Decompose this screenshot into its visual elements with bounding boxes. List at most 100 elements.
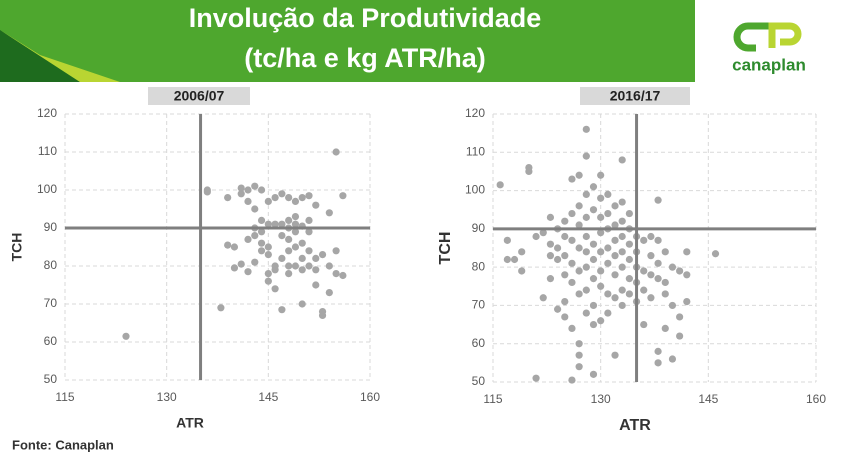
point bbox=[654, 275, 662, 283]
point bbox=[291, 220, 300, 228]
point bbox=[589, 206, 598, 214]
point bbox=[298, 300, 306, 308]
point bbox=[625, 275, 633, 283]
point bbox=[264, 251, 272, 259]
point bbox=[597, 282, 605, 290]
point bbox=[264, 220, 272, 228]
x-tick-label: 115 bbox=[55, 390, 74, 404]
y-axis-title: TCH bbox=[437, 232, 454, 265]
point bbox=[305, 216, 313, 224]
y-tick-label: 100 bbox=[465, 183, 485, 197]
point bbox=[625, 290, 633, 298]
y-tick-label: 110 bbox=[38, 144, 57, 158]
point bbox=[298, 194, 306, 202]
logo: canaplan bbox=[732, 22, 806, 74]
point bbox=[525, 167, 533, 176]
point bbox=[285, 270, 293, 278]
point bbox=[518, 248, 526, 256]
point bbox=[224, 194, 232, 202]
y-tick-label: 90 bbox=[44, 220, 58, 234]
point bbox=[568, 175, 576, 183]
point bbox=[661, 290, 669, 298]
x-tick-label: 130 bbox=[591, 392, 611, 406]
point bbox=[654, 259, 662, 267]
point bbox=[122, 332, 130, 340]
point bbox=[332, 148, 340, 156]
point bbox=[278, 306, 286, 314]
point bbox=[325, 262, 333, 270]
point bbox=[618, 232, 626, 241]
point bbox=[618, 248, 626, 256]
point bbox=[597, 267, 605, 275]
point bbox=[654, 196, 662, 204]
point bbox=[575, 244, 583, 252]
point bbox=[257, 216, 266, 224]
point bbox=[518, 267, 526, 275]
point bbox=[668, 301, 677, 310]
point bbox=[230, 264, 239, 272]
point bbox=[711, 250, 720, 258]
x-tick-label: 145 bbox=[258, 390, 278, 404]
point bbox=[532, 232, 540, 241]
point bbox=[589, 370, 598, 378]
point bbox=[647, 294, 655, 302]
point bbox=[618, 263, 626, 271]
y-tick-label: 60 bbox=[472, 336, 486, 350]
point bbox=[312, 201, 320, 209]
point bbox=[611, 221, 619, 229]
point bbox=[332, 270, 340, 278]
point bbox=[264, 277, 272, 285]
point bbox=[568, 324, 576, 332]
chart-title: 2016/17 bbox=[610, 88, 661, 104]
point bbox=[257, 247, 266, 255]
point bbox=[244, 197, 252, 205]
logo-text: canaplan bbox=[732, 55, 806, 74]
point bbox=[654, 347, 662, 355]
point bbox=[640, 267, 648, 275]
y-tick-label: 100 bbox=[37, 182, 57, 196]
point bbox=[589, 240, 598, 248]
point bbox=[568, 236, 576, 244]
point bbox=[244, 186, 252, 194]
point bbox=[604, 309, 612, 317]
point bbox=[597, 171, 605, 179]
point bbox=[237, 190, 245, 198]
point bbox=[318, 251, 327, 259]
point bbox=[312, 266, 320, 274]
point bbox=[510, 255, 519, 264]
point bbox=[604, 290, 612, 298]
point bbox=[264, 270, 272, 278]
point bbox=[589, 320, 598, 329]
point bbox=[582, 213, 590, 221]
point bbox=[291, 243, 300, 251]
x-tick-label: 160 bbox=[806, 392, 826, 406]
point bbox=[611, 236, 619, 244]
x-tick-label: 115 bbox=[483, 392, 502, 406]
point bbox=[312, 254, 320, 262]
point bbox=[654, 236, 662, 244]
chart: 2006/07 50 60 70 80 90 100 110 120 115 130 145 160 AT… bbox=[9, 87, 380, 431]
point bbox=[618, 301, 626, 310]
point bbox=[291, 262, 300, 270]
point bbox=[539, 294, 547, 302]
x-axis-title: ATR bbox=[619, 417, 651, 434]
point bbox=[683, 271, 691, 279]
header-title: Involução da Produtividade bbox=[189, 3, 542, 33]
point bbox=[546, 240, 555, 248]
point bbox=[575, 171, 583, 179]
point bbox=[676, 267, 684, 275]
x-tick-label: 160 bbox=[360, 390, 380, 404]
point bbox=[582, 263, 590, 271]
point bbox=[597, 194, 605, 202]
point bbox=[640, 320, 648, 329]
y-tick-label: 110 bbox=[466, 144, 485, 158]
point bbox=[582, 190, 590, 198]
point bbox=[604, 259, 612, 267]
point bbox=[554, 305, 562, 313]
point bbox=[589, 301, 598, 310]
point bbox=[640, 286, 648, 294]
header-banner bbox=[0, 0, 695, 82]
point bbox=[568, 209, 576, 218]
point bbox=[271, 266, 279, 274]
